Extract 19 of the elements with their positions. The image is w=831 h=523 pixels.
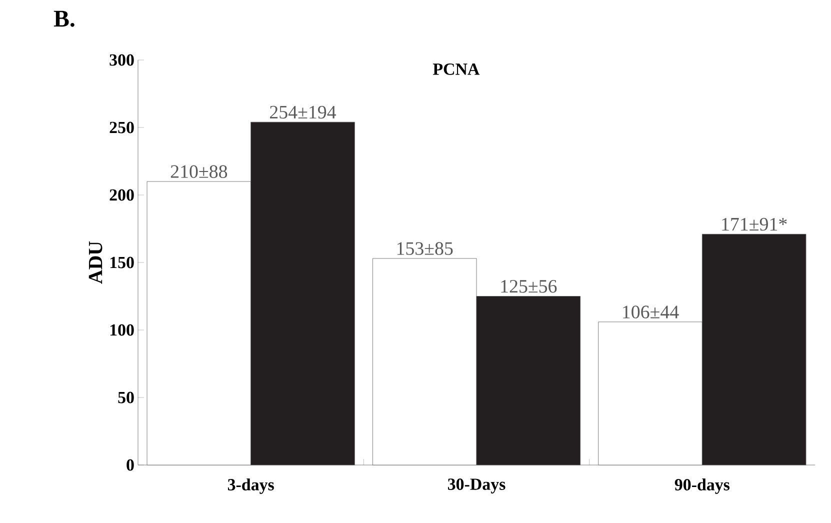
y-tick-label: 200 bbox=[110, 189, 134, 201]
chart-title: PCNA bbox=[432, 64, 480, 75]
data-label: 171±91* bbox=[722, 218, 787, 231]
x-tick-label: 3-days bbox=[228, 478, 274, 494]
y-tick-label: 300 bbox=[110, 54, 134, 66]
y-tick-label: 150 bbox=[110, 256, 134, 268]
data-label: 210±88 bbox=[170, 165, 228, 178]
data-label: 153±85 bbox=[397, 242, 453, 255]
data-label: 254±194 bbox=[270, 106, 336, 119]
data-label: 125±56 bbox=[501, 280, 557, 293]
x-tick-label: 90-days bbox=[674, 478, 730, 494]
y-tick-label: 0 bbox=[126, 459, 134, 471]
y-tick-label: 250 bbox=[110, 122, 134, 134]
data-label: 106±44 bbox=[623, 306, 679, 318]
y-tick-label: 50 bbox=[118, 392, 134, 404]
text: B. bbox=[54, 10, 74, 27]
y-tick-label: 100 bbox=[110, 324, 134, 336]
x-tick-label: 30-Days bbox=[448, 478, 506, 494]
y-axis-title: ADU bbox=[88, 241, 102, 284]
